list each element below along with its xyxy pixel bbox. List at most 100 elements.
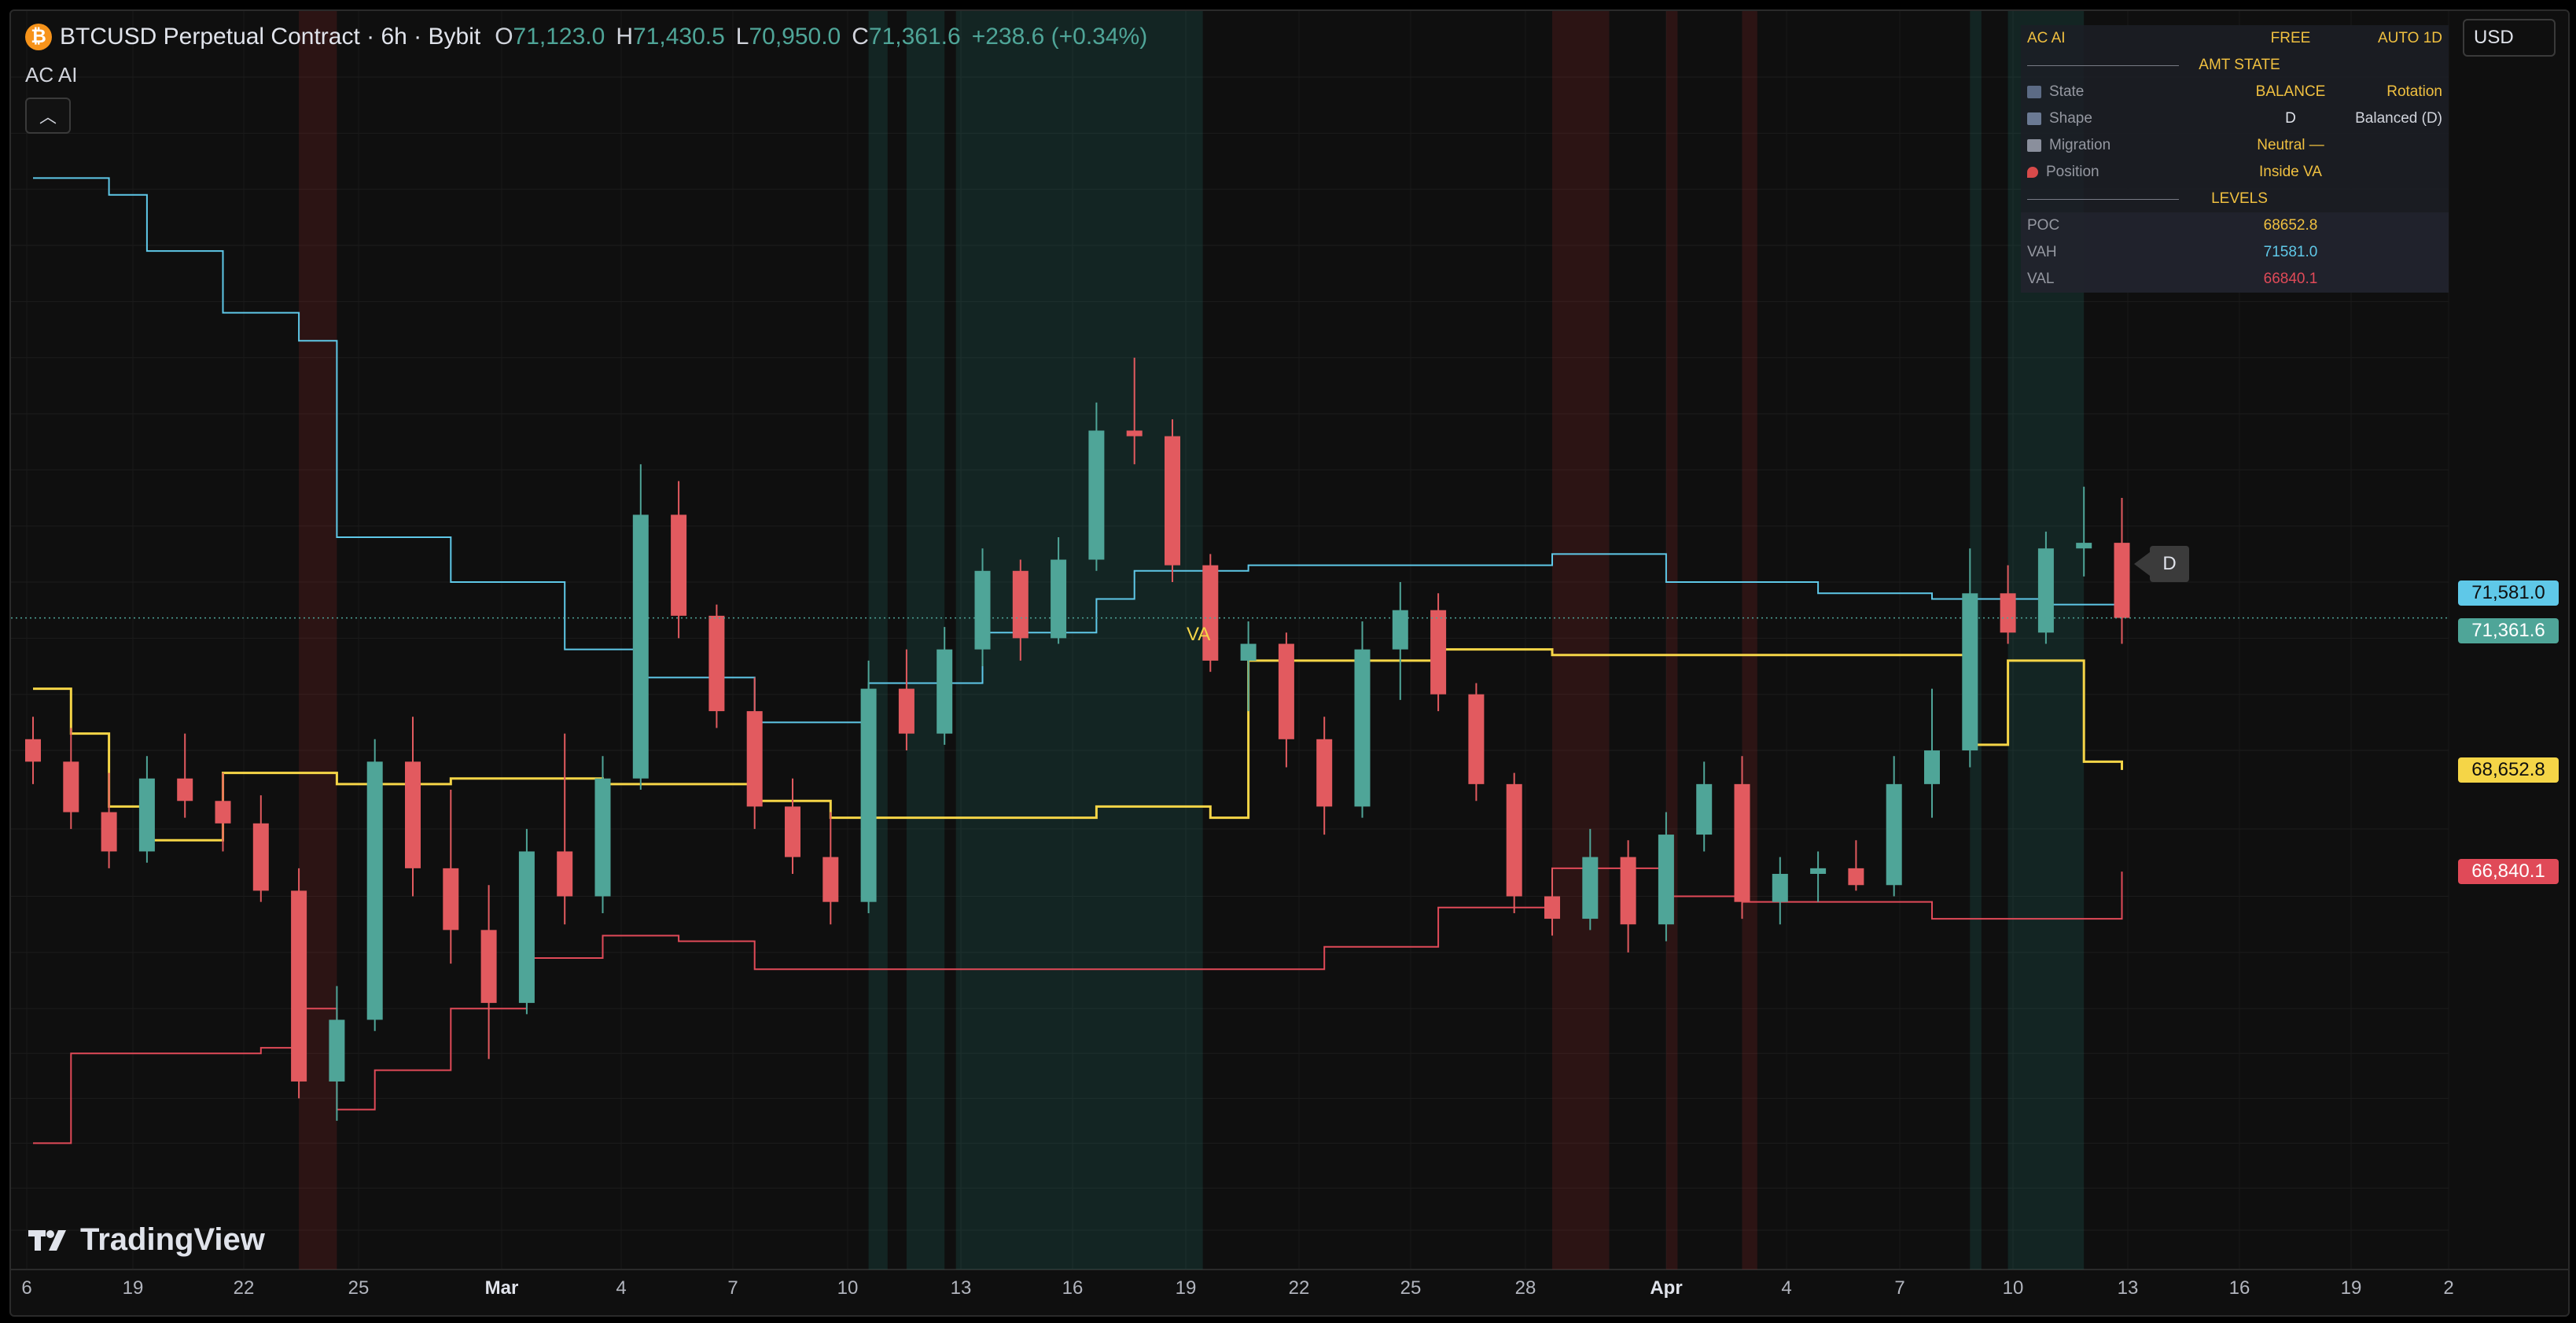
candle-body	[2000, 593, 2016, 633]
ohlc-values: O71,123.0 H71,430.5 L70,950.0 C71,361.6 …	[495, 24, 1147, 50]
marker-label: D	[2150, 546, 2189, 582]
vah-line	[33, 177, 2123, 724]
profile-shape-marker[interactable]: D	[2134, 546, 2189, 582]
time-tick-label: 13	[2117, 1277, 2139, 1299]
marker-arrow	[2134, 552, 2150, 576]
candle-body	[1354, 649, 1371, 807]
candle-body	[1202, 565, 1219, 661]
open-value: 71,123.0	[513, 24, 605, 50]
candle-body	[1240, 643, 1257, 661]
time-tick-label: 7	[727, 1277, 738, 1299]
state-row: State BALANCE Rotation	[2021, 79, 2449, 105]
migration-icon	[2027, 139, 2041, 152]
poc-label: POC	[2027, 217, 2060, 234]
high-label: H	[616, 24, 633, 50]
time-tick-label: 4	[616, 1277, 627, 1299]
symbol-title[interactable]: BTCUSD Perpetual Contract · 6h · Bybit	[60, 24, 481, 50]
chart-frame[interactable]: VA ₿ BTCUSD Perpetual Contract · 6h · By…	[9, 9, 2570, 1317]
candle-body	[1088, 430, 1105, 560]
section-divider	[2027, 198, 2179, 200]
time-tick-label: 19	[122, 1277, 144, 1299]
chart-grid	[11, 11, 2568, 1270]
time-tick-label: 19	[1175, 1277, 1197, 1299]
time-tick-label: 28	[1514, 1277, 1536, 1299]
section-divider	[2027, 64, 2179, 66]
time-tick-label: 10	[2002, 1277, 2024, 1299]
val-value: 66840.1	[2263, 271, 2318, 287]
candle-body	[974, 570, 991, 650]
candle-body	[518, 851, 535, 1004]
candle-body	[746, 711, 763, 807]
vah-value: 71581.0	[2263, 244, 2318, 260]
time-tick-label: 19	[2340, 1277, 2362, 1299]
time-tick-label: 16	[1062, 1277, 1084, 1299]
position-row: Position Inside VA	[2021, 159, 2449, 186]
tradingview-logo[interactable]: TradingView	[28, 1222, 265, 1258]
poc-price-tag: 68,652.8	[2458, 757, 2559, 783]
indicator-name[interactable]: AC AI	[25, 63, 78, 87]
amt-state-section: AMT STATE	[2021, 52, 2449, 79]
price-chart[interactable]: VA	[11, 11, 2568, 1315]
candle-body	[366, 761, 383, 1020]
close-label: C	[852, 24, 869, 50]
migration-label: Migration	[2049, 137, 2111, 153]
candle-body	[480, 930, 497, 1004]
candle-body	[1468, 694, 1485, 784]
bearish-region	[1552, 11, 1610, 1270]
candle-body	[898, 688, 914, 734]
candle-body	[1658, 835, 1674, 925]
candle-body	[785, 806, 800, 857]
shape-extra: Balanced (D)	[2355, 110, 2442, 127]
currency-selector[interactable]: USD	[2463, 19, 2556, 57]
candle-body	[252, 823, 269, 891]
vah-row: VAH 71581.0	[2021, 239, 2449, 266]
candle-body	[329, 1019, 345, 1082]
bullish-region	[955, 11, 1203, 1270]
migration-value: Neutral —	[2257, 137, 2324, 153]
candle-body	[215, 801, 231, 824]
chevron-up-icon: ︿	[39, 107, 57, 127]
symbol-legend[interactable]: ₿ BTCUSD Perpetual Contract · 6h · Bybit…	[25, 24, 1147, 50]
candle-body	[1012, 570, 1029, 639]
vah-label: VAH	[2027, 244, 2057, 260]
state-label: State	[2049, 83, 2085, 100]
candle-body	[1051, 559, 1067, 639]
time-tick-label: 13	[950, 1277, 972, 1299]
val-price-tag: 66,840.1	[2458, 859, 2559, 885]
time-tick-label: 25	[348, 1277, 370, 1299]
candle-body	[1430, 610, 1447, 695]
candle-body	[177, 778, 193, 802]
change-value: +238.6 (+0.34%)	[971, 24, 1148, 50]
amt-state-label: AMT STATE	[2199, 57, 2280, 73]
time-tick-label: 6	[21, 1277, 32, 1299]
candle-body	[291, 890, 307, 1082]
candle-body	[1506, 783, 1522, 897]
time-tick-label: 25	[1400, 1277, 1422, 1299]
shape-value: D	[2285, 110, 2296, 127]
candle-body	[1772, 874, 1788, 902]
bearish-region	[1742, 11, 1757, 1270]
time-tick-label: Apr	[1650, 1277, 1683, 1299]
candle-body	[557, 851, 573, 897]
candle-body	[1924, 750, 1940, 784]
candle-body	[1620, 857, 1636, 925]
time-tick-label: Mar	[484, 1277, 519, 1299]
collapse-indicators-button[interactable]: ︿	[25, 98, 71, 134]
candle-body	[101, 812, 117, 852]
low-value: 70,950.0	[749, 24, 841, 50]
candle-body	[1582, 857, 1599, 919]
tradingview-wordmark: TradingView	[80, 1222, 265, 1257]
panel-plan: FREE	[2270, 30, 2311, 46]
time-tick-label: 22	[233, 1277, 255, 1299]
candle-body	[1544, 896, 1560, 919]
shape-icon	[2027, 112, 2041, 125]
state-value: BALANCE	[2255, 83, 2326, 100]
panel-header: AC AI FREE AUTO 1D	[2021, 25, 2449, 52]
position-pin-icon	[2027, 167, 2038, 178]
va-label: VA	[1187, 624, 1210, 645]
candle-body	[1848, 868, 1864, 886]
candle-body	[1126, 430, 1143, 437]
val-row: VAL 66840.1	[2021, 266, 2449, 293]
amt-state-panel: AC AI FREE AUTO 1D AMT STATE State BALAN…	[2021, 25, 2449, 293]
shaded-regions	[299, 11, 2085, 1270]
